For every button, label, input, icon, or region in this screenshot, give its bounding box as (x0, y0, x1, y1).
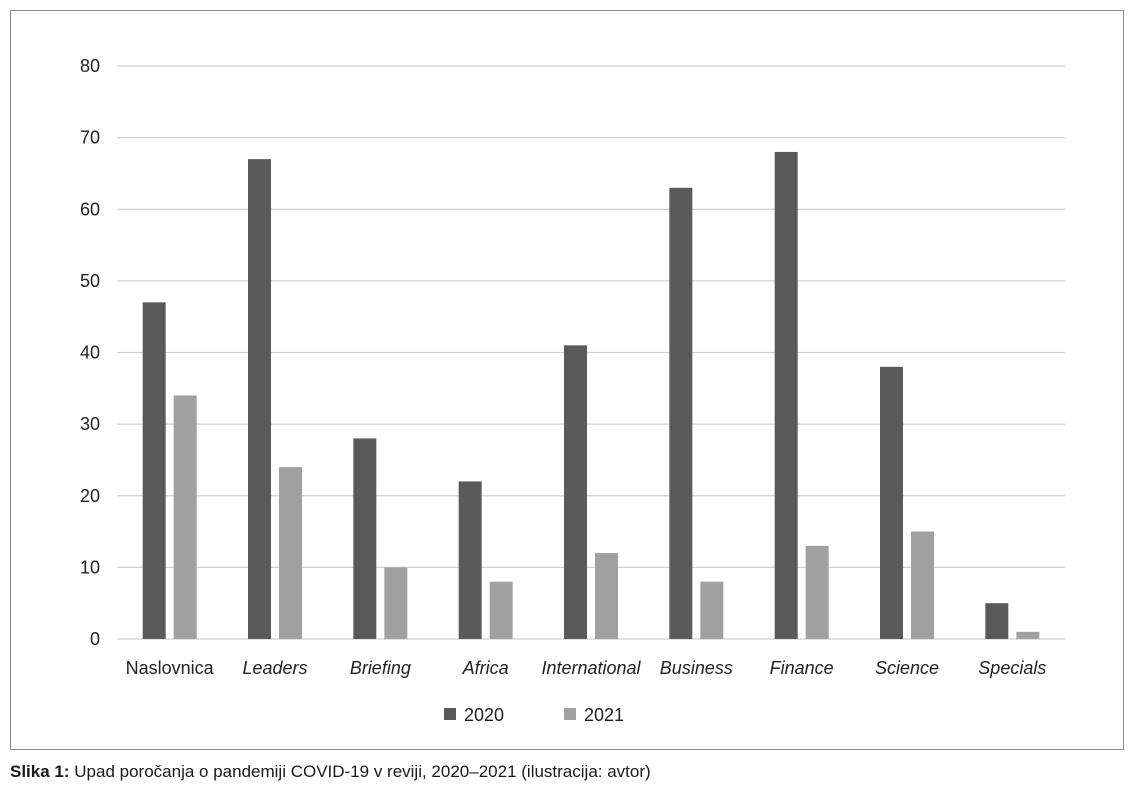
caption-text: Upad poročanja o pandemiji COVID-19 v re… (69, 762, 651, 781)
x-category-label: Science (875, 658, 939, 678)
x-category-label: Briefing (350, 658, 411, 678)
bar-2021-science (911, 531, 934, 639)
bar-2020-international (564, 345, 587, 639)
gridlines (117, 65, 1065, 640)
bar-2020-science (880, 366, 903, 639)
bar-2021-international (595, 553, 618, 639)
x-category-label: Naslovnica (126, 658, 215, 678)
bar-2020-finance (774, 151, 798, 639)
y-tick-label: 20 (80, 486, 100, 506)
bar-2021-business (700, 581, 724, 639)
bar-2021-leaders (279, 467, 302, 639)
figure-caption: Slika 1: Upad poročanja o pandemiji COVI… (10, 762, 651, 782)
chart-frame: 0 10 20 30 40 50 60 70 80 Naslovnica Leaders Brief… (10, 10, 1124, 750)
y-tick-label: 60 (80, 199, 100, 219)
x-category-label: Africa (462, 658, 509, 678)
bar-2020-naslovnica (142, 302, 166, 639)
x-axis-labels: Naslovnica Leaders Briefing Africa Internati… (126, 658, 1047, 678)
bars (142, 151, 1040, 640)
bar-2020-business (669, 187, 693, 639)
x-category-label: Leaders (242, 658, 307, 678)
legend-label: 2021 (584, 705, 624, 725)
bar-2020-africa (458, 481, 482, 639)
bar-2020-briefing (353, 438, 377, 639)
caption-label: Slika 1: (10, 762, 70, 781)
bar-2021-briefing (384, 567, 408, 639)
legend-swatch (444, 708, 456, 720)
legend: 2020 2021 (444, 705, 624, 725)
x-category-label: Business (660, 658, 733, 678)
bar-2021-naslovnica (173, 395, 197, 639)
y-tick-label: 80 (80, 56, 100, 76)
y-tick-label: 10 (80, 557, 100, 577)
x-category-label: Specials (978, 658, 1046, 678)
legend-label: 2020 (464, 705, 504, 725)
bar-2021-africa (489, 581, 513, 639)
y-tick-label: 30 (80, 414, 100, 434)
bar-2021-specials (1016, 631, 1040, 639)
bar-2021-finance (805, 545, 829, 639)
bar-chart: 0 10 20 30 40 50 60 70 80 Naslovnica Leaders Brief… (80, 56, 1065, 725)
y-tick-label: 50 (80, 271, 100, 291)
y-tick-label: 40 (80, 343, 100, 363)
bar-2020-leaders (248, 159, 271, 640)
y-axis-ticks: 0 10 20 30 40 50 60 70 80 (80, 56, 100, 649)
bar-2020-specials (985, 603, 1009, 639)
x-category-label: Finance (770, 658, 834, 678)
x-category-label: International (541, 658, 641, 678)
y-tick-label: 0 (90, 629, 100, 649)
legend-swatch (564, 708, 576, 720)
y-tick-label: 70 (80, 128, 100, 148)
